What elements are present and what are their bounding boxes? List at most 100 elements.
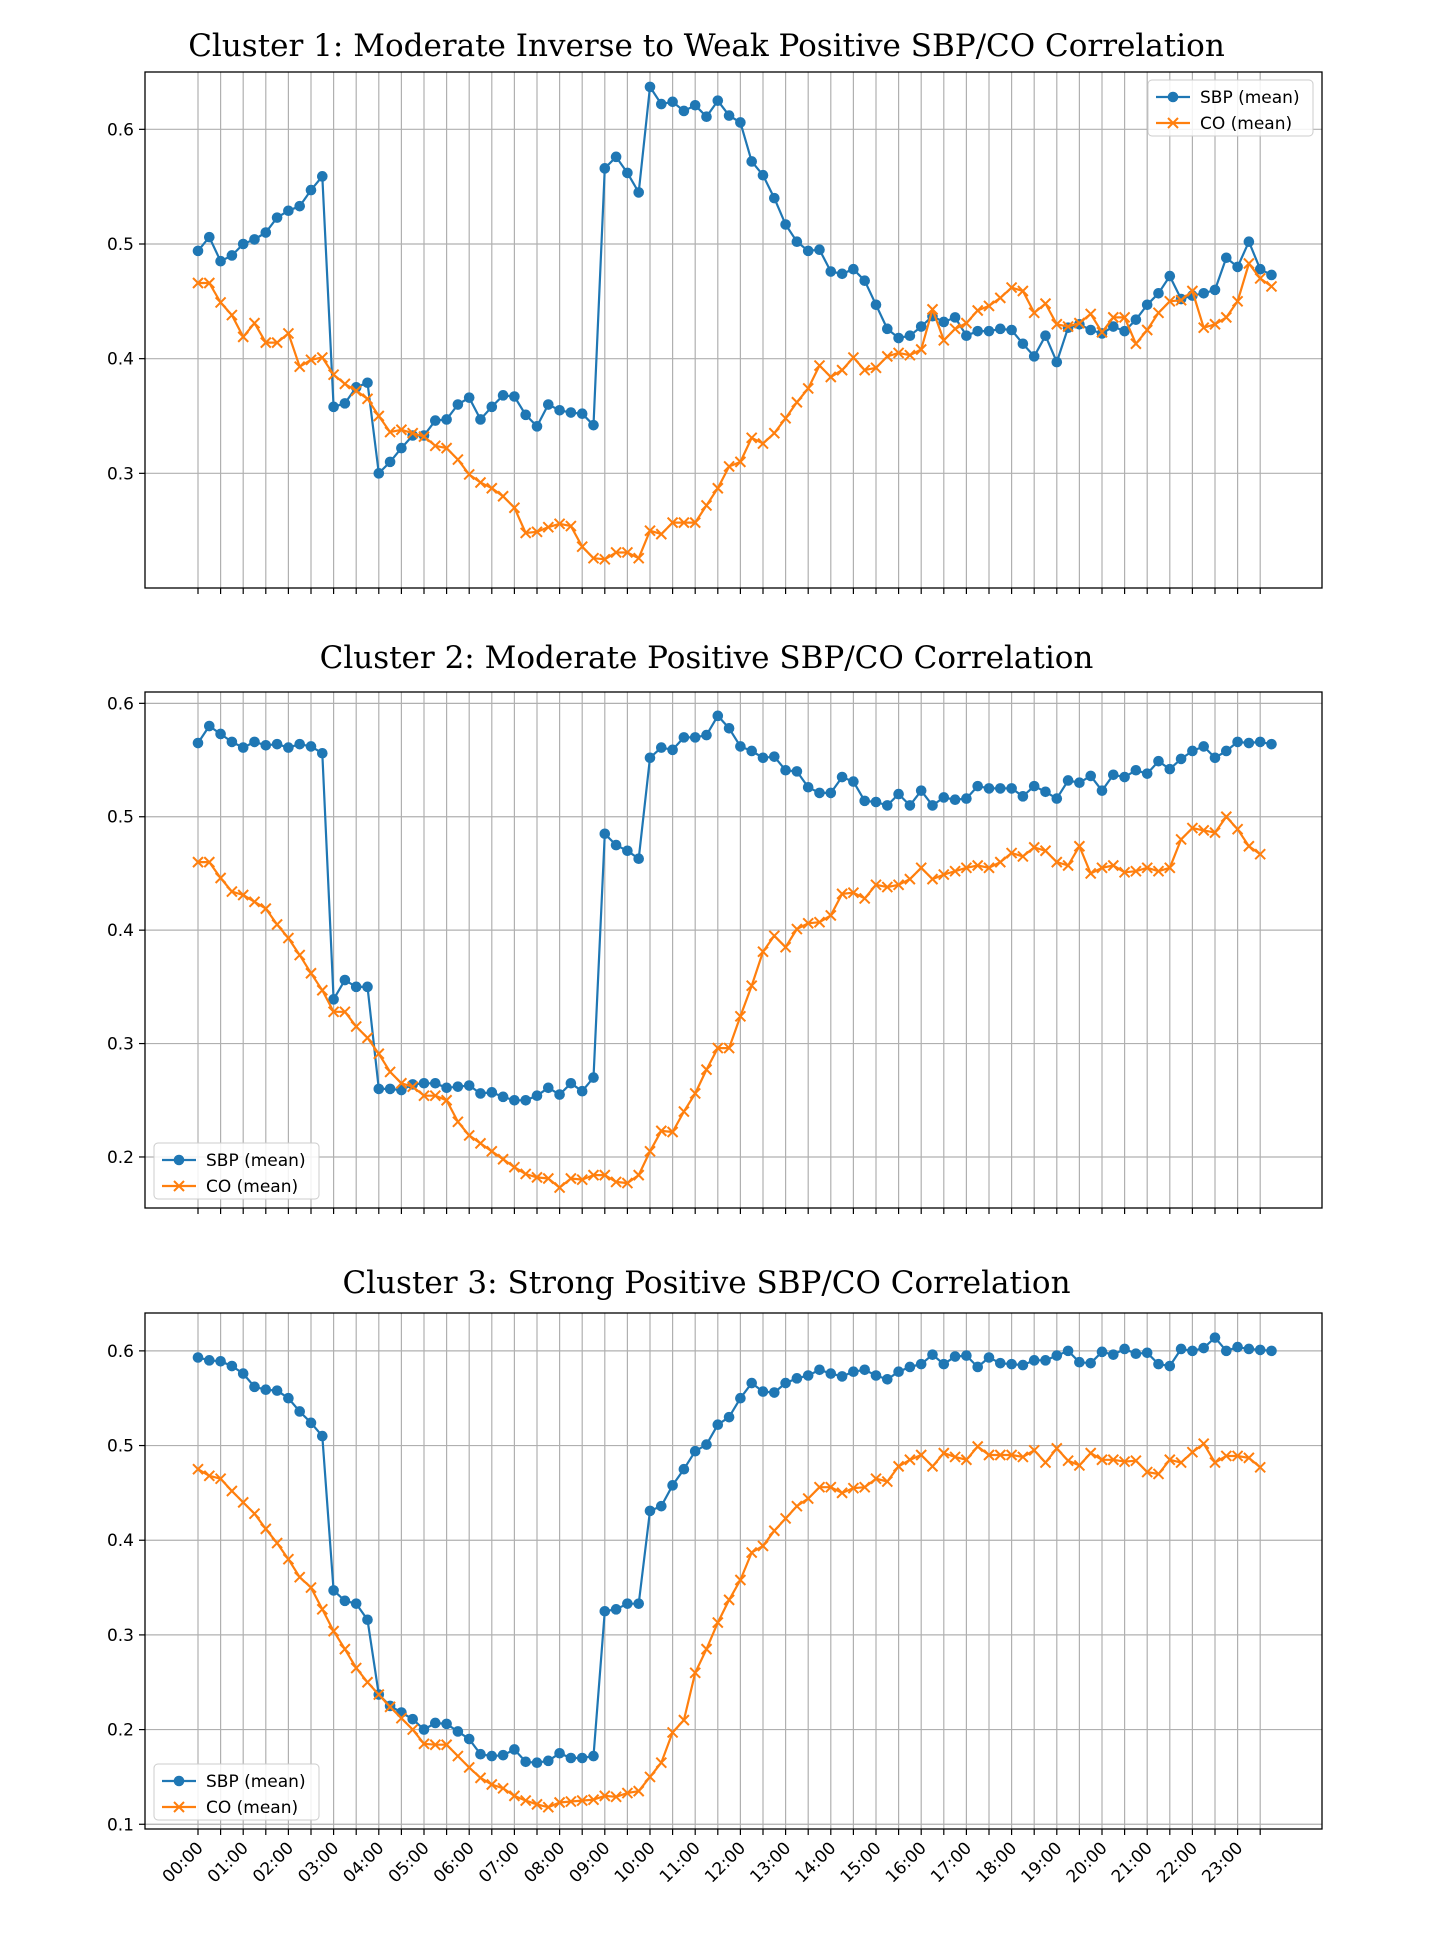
y-tick-label: 0.4: [107, 350, 134, 370]
sbp-point: [328, 401, 339, 413]
sbp-point: [712, 1419, 724, 1431]
sbp-point: [531, 421, 543, 432]
co-point: [486, 1778, 498, 1791]
sbp-point: [373, 468, 385, 479]
sbp-point: [825, 787, 837, 799]
sbp-point: [1096, 1346, 1108, 1358]
sbp-point: [848, 263, 859, 275]
sbp-point: [305, 741, 317, 752]
sbp-point: [1254, 263, 1266, 275]
sbp-point: [249, 1381, 260, 1393]
co-point: [644, 1145, 656, 1158]
co-point: [1231, 295, 1244, 308]
sbp-point: [452, 1081, 464, 1092]
co-point: [1096, 326, 1108, 339]
co-point: [779, 412, 792, 425]
co-point: [621, 1787, 634, 1799]
sbp-point: [1006, 324, 1017, 336]
co-point: [757, 1540, 769, 1552]
series-sbp: [192, 81, 1277, 479]
sbp-point: [961, 793, 972, 804]
x-tick-label: 14:00: [792, 1838, 841, 1887]
sbp-point: [1209, 1332, 1221, 1343]
legend: SBP (mean) CO (mean): [153, 1763, 320, 1821]
sbp-point: [475, 1088, 486, 1099]
legend-label: CO (mean): [206, 1798, 298, 1818]
sbp-point: [633, 853, 644, 865]
x-tick-label: 11:00: [656, 1838, 705, 1887]
co-point: [870, 1472, 882, 1485]
sbp-point: [814, 1364, 825, 1376]
sbp-point: [1085, 1357, 1096, 1369]
sbp-point: [1074, 1356, 1085, 1368]
sbp-point: [1198, 741, 1209, 752]
co-point: [689, 516, 701, 529]
co-point: [260, 1523, 272, 1535]
co-line: [198, 815, 1261, 1189]
co-point: [192, 1463, 204, 1475]
sbp-point: [441, 1082, 452, 1094]
co-point: [1254, 1461, 1266, 1474]
sbp-point: [1141, 768, 1153, 779]
sbp-point: [859, 275, 870, 286]
co-point: [508, 1790, 521, 1802]
co-point: [395, 1077, 408, 1089]
sbp-point: [848, 1366, 859, 1378]
x-tick-label: 02:00: [249, 1838, 298, 1887]
co-point: [542, 1172, 555, 1185]
co-point: [949, 1451, 961, 1463]
co-point: [723, 1594, 735, 1606]
co-point: [350, 1662, 362, 1674]
sbp-point: [554, 404, 565, 416]
sbp-point: [1221, 745, 1232, 757]
sbp-point: [192, 245, 204, 257]
sbp-point: [769, 192, 780, 204]
sbp-point: [622, 845, 633, 857]
sbp-point: [1175, 753, 1187, 765]
sbp-point: [1028, 780, 1040, 792]
co-point: [700, 1063, 713, 1076]
co-point: [519, 527, 532, 539]
plot-frame: [144, 71, 1323, 589]
co-point: [418, 1738, 430, 1750]
co-point: [960, 1454, 973, 1466]
co-point: [813, 916, 826, 928]
co-point: [1152, 307, 1165, 319]
co-point: [1039, 845, 1052, 857]
co-point: [621, 1177, 634, 1189]
sbp-point: [1266, 269, 1277, 281]
legend: SBP (mean) CO (mean): [153, 1142, 320, 1200]
sbp-point: [565, 407, 577, 418]
sbp-point: [350, 981, 362, 993]
sbp-point: [497, 1091, 509, 1103]
co-point: [271, 918, 283, 931]
co-point: [237, 889, 249, 901]
sbp-point: [757, 169, 769, 181]
co-point: [689, 1667, 701, 1679]
x-tick-label: 18:00: [972, 1838, 1021, 1887]
sbp-point: [1130, 764, 1142, 776]
sbp-point: [927, 800, 938, 811]
co-point: [1197, 824, 1210, 837]
sbp-point: [396, 1707, 407, 1718]
sbp-point: [305, 184, 317, 196]
co-point: [825, 1481, 837, 1493]
sbp-point: [520, 1094, 531, 1106]
sbp-point: [802, 245, 814, 257]
co-point: [881, 350, 894, 363]
sbp-point: [1062, 775, 1074, 786]
sbp-point: [622, 1598, 633, 1609]
sbp-point: [192, 737, 204, 749]
co-point: [395, 424, 408, 436]
chart-title: Cluster 2: Moderate Positive SBP/CO Corr…: [320, 640, 1094, 676]
sbp-point: [644, 1505, 656, 1517]
co-point: [1084, 1447, 1097, 1459]
sbp-point: [825, 1368, 837, 1379]
co-point: [271, 336, 283, 349]
co-point: [712, 482, 724, 494]
co-point: [949, 865, 961, 877]
co-point: [1005, 281, 1018, 294]
co-point: [474, 476, 487, 489]
sbp-line: [197, 85, 1273, 475]
co-point: [542, 1801, 555, 1813]
